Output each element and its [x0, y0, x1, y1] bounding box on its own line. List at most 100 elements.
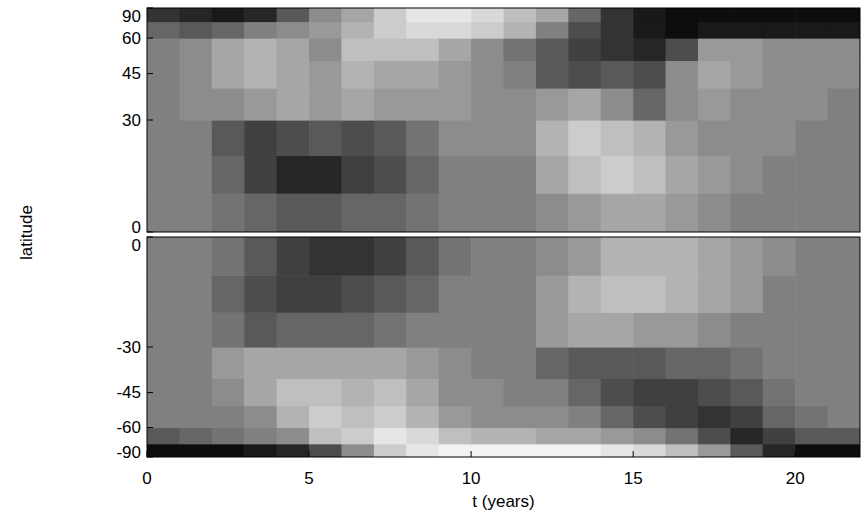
heatmap-cell [212, 38, 245, 61]
heatmap-cell [504, 193, 537, 232]
heatmap-cell [795, 22, 828, 39]
heatmap-cell [730, 378, 763, 406]
heatmap-cell [601, 22, 634, 39]
heatmap-cell [212, 237, 245, 276]
heatmap-cell [730, 444, 763, 457]
heatmap-cell [147, 193, 180, 232]
heatmap-cell [698, 406, 731, 429]
x-tick [309, 451, 310, 457]
heatmap-cell [828, 193, 860, 232]
heatmap-cell [568, 237, 601, 276]
heatmap-cell [374, 120, 407, 156]
heatmap-cell [439, 444, 472, 457]
heatmap-cell [828, 347, 860, 379]
heatmap-cell [374, 22, 407, 39]
heatmap-cell [698, 88, 731, 121]
heatmap-cell [374, 8, 407, 22]
heatmap-cell [179, 8, 212, 22]
heatmap-cell [471, 8, 504, 22]
heatmap-cell [277, 428, 310, 445]
heatmap-cell [536, 312, 569, 347]
y-tick-label: 0 [132, 236, 141, 255]
heatmap-cell [471, 193, 504, 232]
heatmap-cell [406, 444, 439, 457]
heatmap-cell [568, 193, 601, 232]
heatmap-cell [179, 88, 212, 121]
heatmap-cell [179, 378, 212, 406]
heatmap-cell [439, 312, 472, 347]
heatmap-cell [828, 378, 860, 406]
heatmap-cell [212, 22, 245, 39]
heatmap-cell [179, 428, 212, 445]
x-tick-label: 0 [142, 469, 151, 488]
heatmap-cell [374, 378, 407, 406]
heatmap-cell [828, 444, 860, 457]
y-tick [147, 427, 153, 428]
heatmap-cell [179, 347, 212, 379]
heatmap-cell [795, 38, 828, 61]
heatmap-cell [179, 312, 212, 347]
heatmap-cell [763, 22, 796, 39]
heatmap-cell [374, 60, 407, 88]
heatmap-cell [471, 347, 504, 379]
heatmap-cell [828, 406, 860, 429]
heatmap-cell [763, 444, 796, 457]
heatmap-cell [698, 312, 731, 347]
heatmap-cell [439, 237, 472, 276]
heatmap-cell [374, 155, 407, 193]
heatmap-cell [147, 237, 180, 276]
heatmap-cell [763, 155, 796, 193]
heatmap-cell [341, 312, 374, 347]
heatmap-cell [374, 193, 407, 232]
heatmap-cell [828, 88, 860, 121]
heatmap-cell [147, 60, 180, 88]
heatmap-cell [471, 275, 504, 313]
x-tick-label: 15 [624, 469, 643, 488]
heatmap-cell [698, 444, 731, 457]
heatmap-cell [406, 275, 439, 313]
heatmap-cell [277, 444, 310, 457]
heatmap-cell [244, 347, 277, 379]
heatmap-cell [406, 8, 439, 22]
heatmap-cell [277, 88, 310, 121]
heatmap-cell [601, 406, 634, 429]
heatmap-cell [504, 275, 537, 313]
heatmap-cell [828, 312, 860, 347]
heatmap-cell [601, 347, 634, 379]
heatmap-cell [763, 193, 796, 232]
heatmap-cell [212, 444, 245, 457]
heatmap-cell [309, 428, 342, 445]
heatmap-cell [795, 275, 828, 313]
heatmap-cell [504, 22, 537, 39]
heatmap-cell [309, 237, 342, 276]
heatmap-cell [439, 88, 472, 121]
heatmap-cell [601, 193, 634, 232]
heatmap-cell [568, 22, 601, 39]
heatmap-cell [795, 8, 828, 22]
heatmap-cell [179, 38, 212, 61]
heatmap-cell [504, 120, 537, 156]
heatmap-cell [341, 406, 374, 429]
heatmap-cell [795, 237, 828, 276]
heatmap-cell [471, 60, 504, 88]
heatmap-cell [406, 120, 439, 156]
heatmap-cell [406, 60, 439, 88]
y-tick-label: 0 [132, 218, 141, 237]
heatmap-cell [471, 120, 504, 156]
heatmap-cell [439, 155, 472, 193]
heatmap-cell [147, 22, 180, 39]
heatmap-cell [309, 312, 342, 347]
heatmap-cell [666, 428, 699, 445]
heatmap-cell [795, 312, 828, 347]
heatmap-cell [439, 347, 472, 379]
y-tick-label: 90 [122, 7, 141, 26]
heatmap-cell [406, 378, 439, 406]
heatmap-cell [568, 406, 601, 429]
heatmap-cell [179, 193, 212, 232]
y-tick [147, 237, 153, 238]
heatmap-cell [828, 22, 860, 39]
heatmap-cell [341, 38, 374, 61]
heatmap-cell [147, 406, 180, 429]
heatmap-cell [341, 88, 374, 121]
heatmap-cell [147, 88, 180, 121]
